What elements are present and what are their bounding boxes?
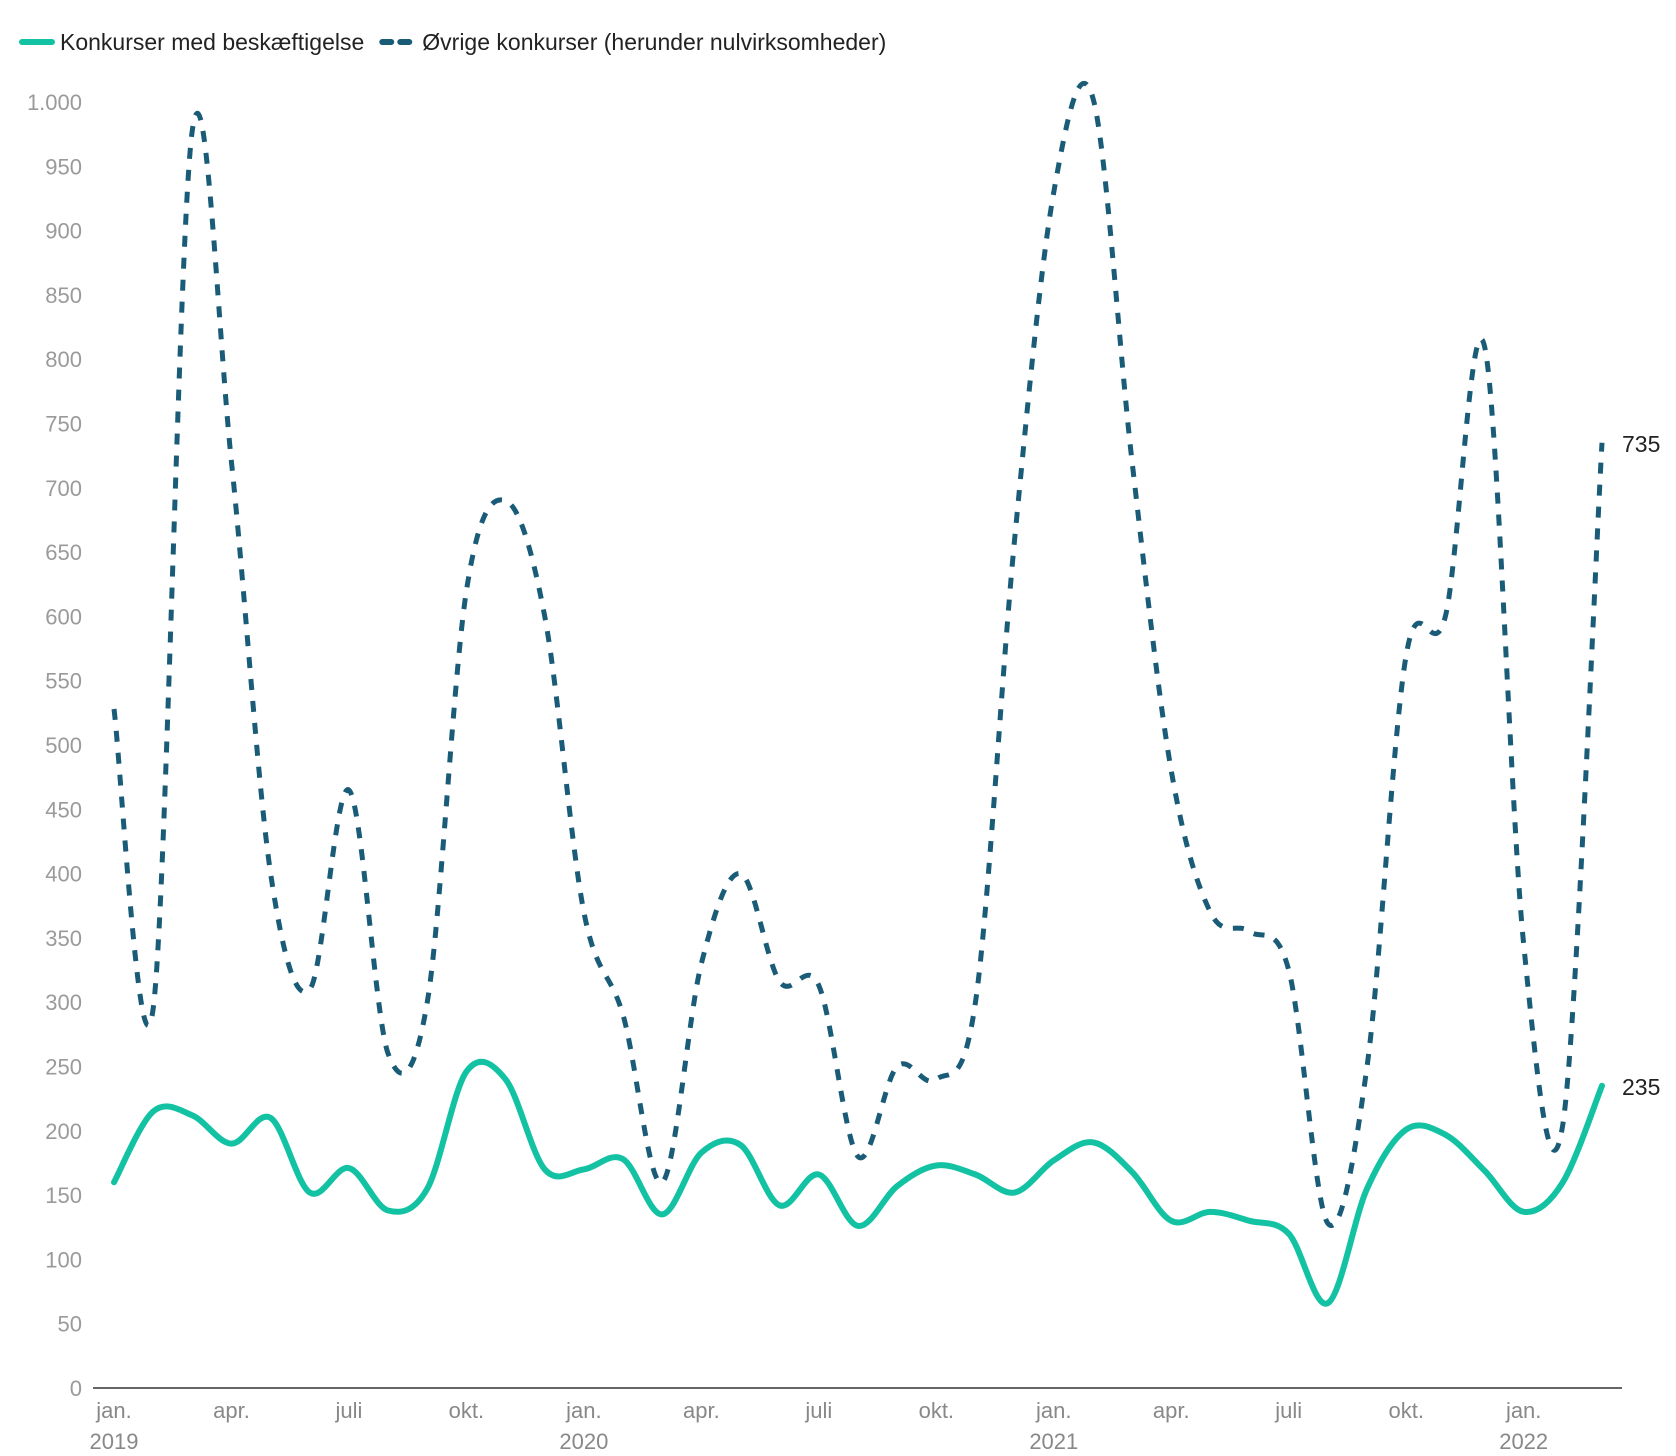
series-layer	[111, 80, 1605, 1307]
x-tick-label: okt.	[449, 1398, 484, 1423]
y-tick-label: 550	[45, 669, 82, 694]
y-axis: 0 50 100 150 200 250 300 350 400 450 500 550 600 650 7…	[27, 90, 82, 1401]
y-tick-label: 600	[45, 604, 82, 629]
y-tick-label: 1.000	[27, 90, 82, 115]
y-tick-label: 200	[45, 1119, 82, 1144]
x-tick-label: juli	[1274, 1398, 1302, 1423]
y-tick-label: 100	[45, 1247, 82, 1272]
y-tick-label: 150	[45, 1183, 82, 1208]
x-tick-label: apr.	[683, 1398, 720, 1423]
x-tick-label: juli	[804, 1398, 832, 1423]
x-tick-label: apr.	[1153, 1398, 1190, 1423]
end-label-other: 735	[1622, 431, 1660, 457]
x-tick-label: jan.	[1035, 1398, 1071, 1423]
x-tick-label: apr.	[213, 1398, 250, 1423]
y-tick-label: 50	[58, 1312, 82, 1337]
x-axis: jan. 2019 apr. juli okt. jan. 2020 apr. juli okt.…	[90, 1387, 1622, 1454]
x-tick-label: juli	[334, 1398, 362, 1423]
x-tick-label: okt.	[919, 1398, 954, 1423]
series-line-other	[111, 80, 1605, 1228]
x-tick-year: 2020	[559, 1429, 608, 1454]
y-tick-label: 900	[45, 219, 82, 244]
end-label-employment: 235	[1622, 1074, 1660, 1100]
y-tick-label: 850	[45, 283, 82, 308]
x-tick-label: jan.	[95, 1398, 131, 1423]
y-tick-label: 300	[45, 990, 82, 1015]
x-tick-year: 2019	[90, 1429, 139, 1454]
x-tick-label: jan.	[565, 1398, 601, 1423]
y-tick-label: 350	[45, 926, 82, 951]
y-tick-label: 400	[45, 862, 82, 887]
y-tick-label: 700	[45, 476, 82, 501]
y-tick-label: 650	[45, 540, 82, 565]
y-tick-label: 250	[45, 1055, 82, 1080]
legend-label-employment: Konkurser med beskæftigelse	[60, 29, 364, 55]
x-tick-label: jan.	[1505, 1398, 1541, 1423]
y-tick-label: 750	[45, 412, 82, 437]
y-tick-label: 950	[45, 154, 82, 179]
y-tick-label: 450	[45, 797, 82, 822]
x-tick-label: okt.	[1388, 1398, 1423, 1423]
x-tick-year: 2022	[1499, 1429, 1548, 1454]
x-tick-year: 2021	[1029, 1429, 1078, 1454]
end-labels: 735 235	[1622, 431, 1660, 1100]
y-tick-label: 0	[70, 1376, 82, 1401]
series-line-employment	[111, 1058, 1605, 1307]
y-tick-label: 800	[45, 347, 82, 372]
legend-label-other: Øvrige konkurser (herunder nulvirksomhed…	[422, 29, 886, 55]
legend: Konkurser med beskæftigelse Øvrige konku…	[19, 29, 886, 55]
y-tick-label: 500	[45, 733, 82, 758]
